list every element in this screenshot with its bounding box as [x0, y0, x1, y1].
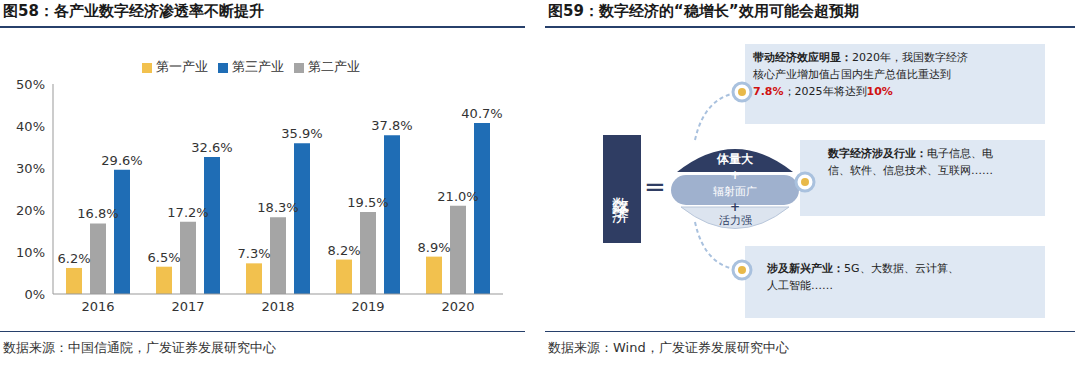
svg-text:32.6%: 32.6%	[191, 140, 232, 155]
svg-text:40.7%: 40.7%	[461, 106, 502, 121]
svg-text:0%: 0%	[24, 287, 45, 302]
svg-text:18.3%: 18.3%	[257, 200, 298, 215]
html-text:数字经济涉及行业：电子信息、电信、软件、信息技术、互联网……: 数字经济涉及行业：电子信息、电信、软件、信息技术、互联网……	[828, 147, 993, 177]
svg-text:+: +	[730, 200, 740, 214]
svg-text:17.2%: 17.2%	[167, 205, 208, 220]
svg-text:2018: 2018	[261, 299, 294, 314]
html-text:涉及新兴产业：5G、大数据、云计算、人工智能……: 涉及新兴产业：5G、大数据、云计算、人工智能……	[767, 262, 959, 292]
svg-text:19.5%: 19.5%	[347, 195, 388, 210]
svg-text:7.3%: 7.3%	[237, 246, 270, 261]
svg-text:30%: 30%	[16, 161, 45, 176]
html-text:第二产业: 第二产业	[307, 59, 360, 74]
html-text:图58：各产业数字经济渗透率不断提升: 图58：各产业数字经济渗透率不断提升	[3, 2, 264, 20]
svg-text:6.5%: 6.5%	[147, 250, 180, 265]
svg-text:=: =	[644, 172, 666, 202]
svg-text:20%: 20%	[16, 203, 45, 218]
svg-text:35.9%: 35.9%	[281, 126, 322, 141]
svg-text:体量大: 体量大	[716, 152, 754, 166]
html-text:7.8%；2025年将达到10%: 7.8%；2025年将达到10%	[753, 85, 893, 98]
svg-text:29.6%: 29.6%	[101, 153, 142, 168]
html-text:第一产业: 第一产业	[155, 59, 208, 74]
svg-text:50%: 50%	[16, 77, 45, 92]
svg-text:2019: 2019	[351, 299, 384, 314]
svg-text:+: +	[730, 168, 740, 182]
html-text:带动经济效应明显：2020年，我国数字经济核心产业增加值占国: 带动经济效应明显：2020年，我国数字经济核心产业增加值占国内生产总值比重达到	[753, 51, 968, 81]
html-text:数据来源：中国信通院，广发证券发展研究中心: 数据来源：中国信通院，广发证券发展研究中心	[3, 340, 276, 355]
html-text:数据来源：Wind，广发证券发展研究中心: 数据来源：Wind，广发证券发展研究中心	[548, 340, 789, 355]
svg-text:2020: 2020	[441, 299, 474, 314]
svg-text:8.2%: 8.2%	[327, 243, 360, 258]
svg-text:10%: 10%	[16, 245, 45, 260]
svg-text:辐射面广: 辐射面广	[713, 185, 757, 198]
svg-text:16.8%: 16.8%	[77, 206, 118, 221]
svg-text:2016: 2016	[81, 299, 114, 314]
svg-text:8.9%: 8.9%	[417, 240, 450, 255]
svg-text:21.0%: 21.0%	[437, 189, 478, 204]
svg-text:40%: 40%	[16, 119, 45, 134]
svg-text:2017: 2017	[171, 299, 204, 314]
svg-text:6.2%: 6.2%	[57, 251, 90, 266]
svg-text:37.8%: 37.8%	[371, 118, 412, 133]
html-text:第三产业: 第三产业	[231, 59, 284, 74]
html-text:数字经济: 数字经济	[611, 183, 632, 195]
html-text:图59：数字经济的“稳增长”效用可能会超预期: 图59：数字经济的“稳增长”效用可能会超预期	[548, 2, 859, 20]
svg-text:活力强: 活力强	[719, 214, 752, 227]
